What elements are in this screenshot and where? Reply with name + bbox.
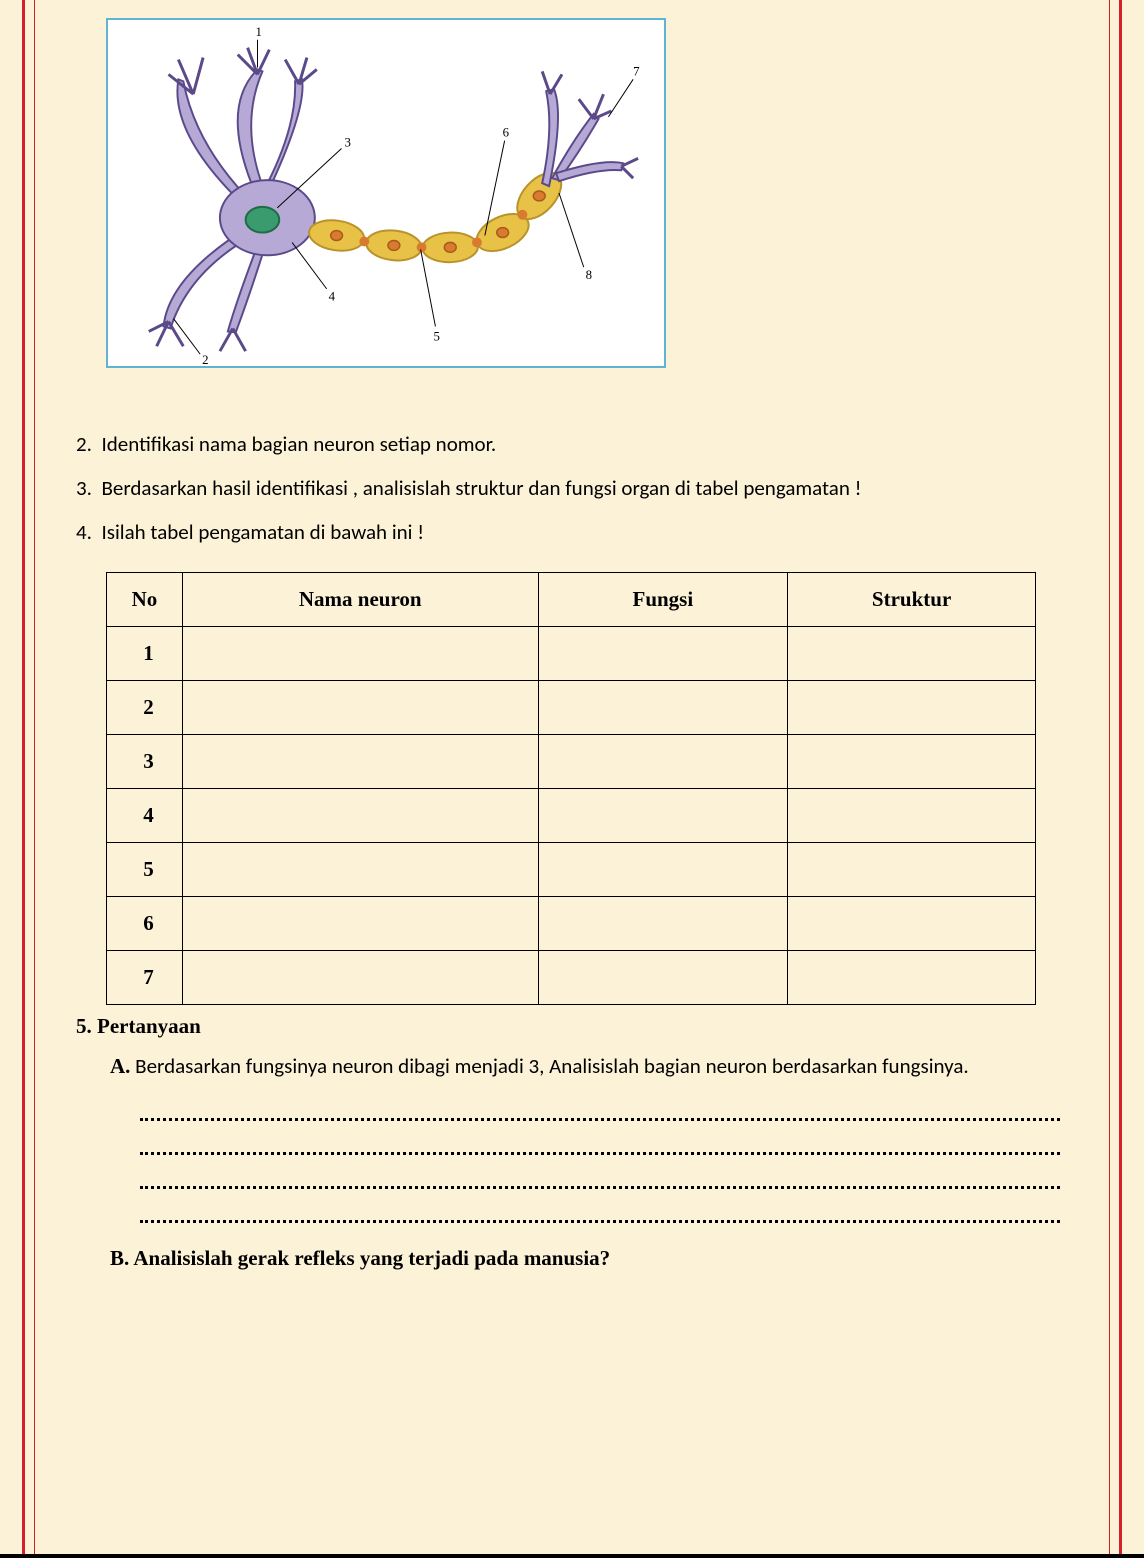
- instruction-item: 4. Isilah tabel pengamatan di bawah ini …: [76, 510, 1068, 554]
- instruction-num: 2.: [76, 431, 92, 457]
- q5-label: 5. Pertanyaan: [76, 1014, 201, 1038]
- table-row: 5: [107, 843, 1036, 897]
- col-header-fungsi: Fungsi: [538, 573, 788, 627]
- question-5: 5. Pertanyaan A. Berdasarkan fungsinya n…: [76, 1007, 1068, 1279]
- diagram-label-7: 7: [633, 64, 640, 78]
- neuron-diagram: 1 2 3 4 5 6 7 8: [106, 18, 666, 368]
- cell-no: 7: [107, 951, 183, 1005]
- table-row: 2: [107, 681, 1036, 735]
- cell-name[interactable]: [182, 789, 538, 843]
- cell-struktur[interactable]: [788, 681, 1036, 735]
- table-header-row: No Nama neuron Fungsi Struktur: [107, 573, 1036, 627]
- cell-struktur[interactable]: [788, 789, 1036, 843]
- col-header-struktur: Struktur: [788, 573, 1036, 627]
- page-content: 1 2 3 4 5 6 7 8 2. Identifikasi nama bag…: [48, 0, 1096, 1558]
- cell-struktur[interactable]: [788, 951, 1036, 1005]
- table-row: 7: [107, 951, 1036, 1005]
- cell-fungsi[interactable]: [538, 789, 788, 843]
- cell-name[interactable]: [182, 681, 538, 735]
- cell-no: 5: [107, 843, 183, 897]
- cell-struktur[interactable]: [788, 843, 1036, 897]
- q5-part-b: B. Analisislah gerak refleks yang terjad…: [110, 1239, 1068, 1279]
- diagram-label-5: 5: [433, 329, 439, 343]
- q5a-text: Berdasarkan fungsinya neuron dibagi menj…: [135, 1053, 969, 1079]
- observation-table: No Nama neuron Fungsi Struktur 1234567: [106, 572, 1036, 1005]
- q5-part-a: A. Berdasarkan fungsinya neuron dibagi m…: [110, 1047, 1068, 1087]
- cell-fungsi[interactable]: [538, 951, 788, 1005]
- diagram-label-3: 3: [344, 136, 350, 150]
- table-row: 3: [107, 735, 1036, 789]
- cell-fungsi[interactable]: [538, 735, 788, 789]
- col-header-name: Nama neuron: [182, 573, 538, 627]
- instruction-num: 4.: [76, 519, 92, 545]
- cell-no: 1: [107, 627, 183, 681]
- cell-fungsi[interactable]: [538, 681, 788, 735]
- table-row: 4: [107, 789, 1036, 843]
- table-row: 6: [107, 897, 1036, 951]
- answer-line[interactable]: [140, 1155, 1060, 1189]
- cell-fungsi[interactable]: [538, 843, 788, 897]
- cell-no: 4: [107, 789, 183, 843]
- cell-struktur[interactable]: [788, 897, 1036, 951]
- diagram-label-6: 6: [503, 126, 510, 140]
- cell-name[interactable]: [182, 951, 538, 1005]
- cell-name[interactable]: [182, 843, 538, 897]
- instruction-num: 3.: [76, 475, 92, 501]
- instruction-item: 3. Berdasarkan hasil identifikasi , anal…: [76, 466, 1068, 510]
- instruction-item: 2. Identifikasi nama bagian neuron setia…: [76, 422, 1068, 466]
- col-header-no: No: [107, 573, 183, 627]
- diagram-label-8: 8: [586, 268, 592, 282]
- cell-name[interactable]: [182, 735, 538, 789]
- cell-name[interactable]: [182, 897, 538, 951]
- answer-line[interactable]: [140, 1087, 1060, 1121]
- instruction-text: Identifikasi nama bagian neuron setiap n…: [101, 431, 496, 457]
- cell-struktur[interactable]: [788, 627, 1036, 681]
- instruction-text: Berdasarkan hasil identifikasi , analisi…: [101, 475, 861, 501]
- cell-fungsi[interactable]: [538, 897, 788, 951]
- table-row: 1: [107, 627, 1036, 681]
- answer-line[interactable]: [140, 1121, 1060, 1155]
- neuron-svg: 1 2 3 4 5 6 7 8: [108, 20, 664, 366]
- diagram-label-4: 4: [329, 290, 336, 304]
- cell-no: 3: [107, 735, 183, 789]
- instruction-list: 2. Identifikasi nama bagian neuron setia…: [76, 422, 1068, 554]
- instruction-text: Isilah tabel pengamatan di bawah ini !: [101, 519, 424, 545]
- diagram-label-2: 2: [202, 353, 208, 366]
- cell-struktur[interactable]: [788, 735, 1036, 789]
- diagram-label-1: 1: [256, 25, 262, 39]
- cell-fungsi[interactable]: [538, 627, 788, 681]
- q5a-lead: A.: [110, 1054, 130, 1078]
- answer-line[interactable]: [140, 1189, 1060, 1223]
- cell-no: 2: [107, 681, 183, 735]
- cell-name[interactable]: [182, 627, 538, 681]
- cell-no: 6: [107, 897, 183, 951]
- page-bottom-rule: [0, 1554, 1144, 1558]
